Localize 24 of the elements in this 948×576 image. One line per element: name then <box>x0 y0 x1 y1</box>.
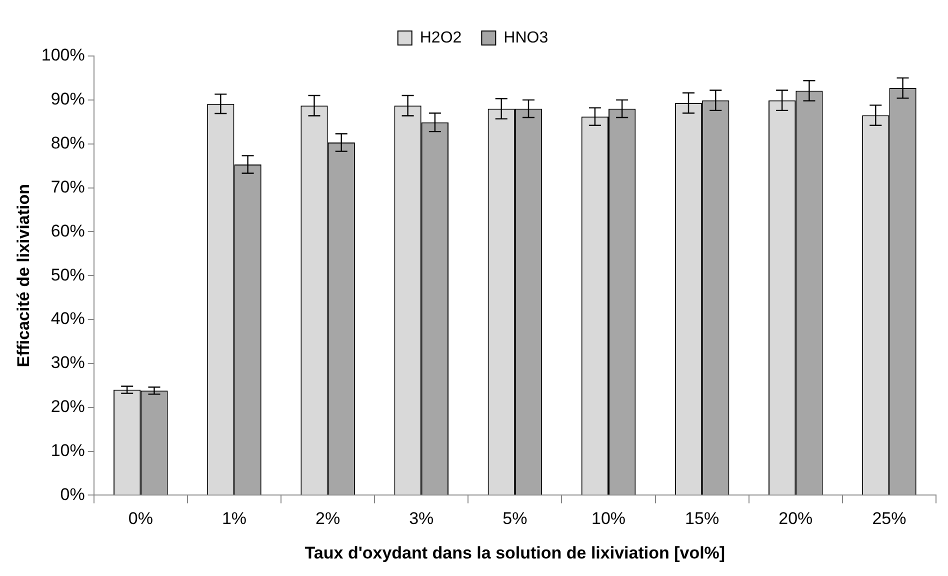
y-tick-label: 10% <box>50 440 85 460</box>
y-tick-label: 20% <box>50 397 85 416</box>
y-tick-label: 90% <box>50 90 85 109</box>
x-tick-label: 5% <box>502 509 528 528</box>
x-tick-label: 25% <box>872 509 906 528</box>
y-tick-label: 80% <box>50 134 85 153</box>
y-tick-label: 60% <box>50 221 85 240</box>
y-axis-title: Efficacité de lixiviation <box>14 184 33 368</box>
x-tick-label: 20% <box>778 509 813 528</box>
x-tick-label: 3% <box>409 509 434 528</box>
y-tick-label: 0% <box>60 484 85 504</box>
y-tick-label: 100% <box>41 46 85 65</box>
x-axis-title: Taux d'oxydant dans la solution de lixiviation [vol%] <box>304 543 726 562</box>
y-tick-label: 30% <box>50 353 85 372</box>
y-tick-label: 70% <box>50 177 85 196</box>
x-tick-label: 0% <box>128 509 153 528</box>
x-tick-label: 1% <box>222 509 247 528</box>
y-tick-label: 40% <box>50 309 85 328</box>
x-tick-label: 2% <box>316 509 340 528</box>
legend-label: H2O2 <box>420 29 462 46</box>
legend-label: HNO3 <box>504 29 548 46</box>
x-tick-label: 15% <box>685 509 720 528</box>
x-tick-label: 10% <box>591 509 626 528</box>
y-tick-label: 50% <box>50 265 85 284</box>
